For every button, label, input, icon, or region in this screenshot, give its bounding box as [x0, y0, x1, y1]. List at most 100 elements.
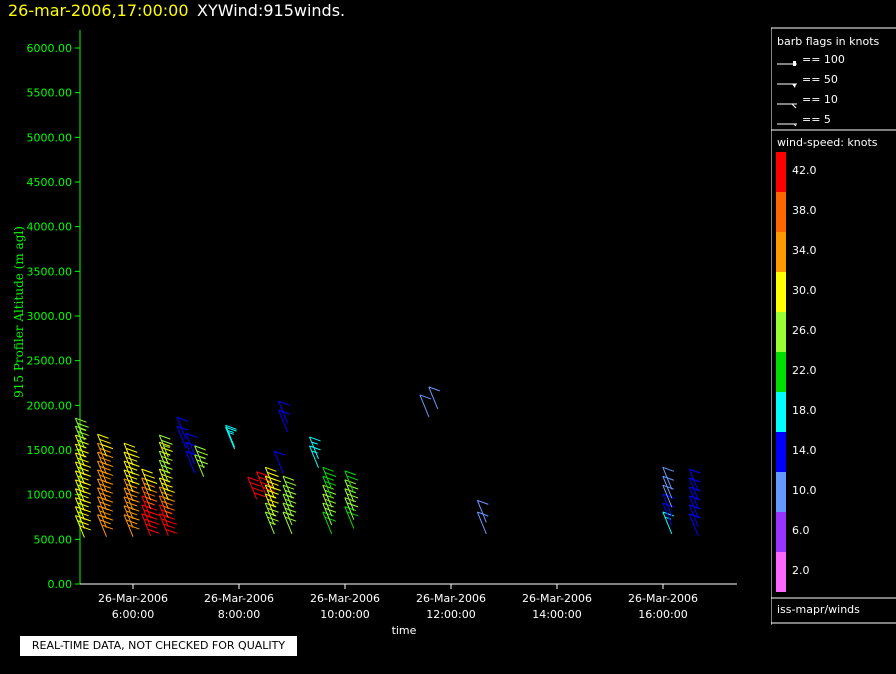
y-tick-label: 4000.00 [27, 221, 73, 234]
wind-barb [688, 477, 701, 501]
x-tick-date: 26-Mar-2006 [98, 592, 168, 605]
wind-barb [322, 475, 337, 499]
wind-barb [344, 479, 359, 503]
quality-warning: REAL-TIME DATA, NOT CHECKED FOR QUALITY [20, 636, 297, 656]
wind-chart: 0.00 500.00 1000.00 1500.00 2000.00 2500.00 30… [12, 30, 737, 637]
source-label: iss-mapr/winds [777, 603, 860, 616]
wind-barb [194, 445, 209, 469]
speed-legend-label: 10.0 [792, 484, 817, 497]
speed-legend-label: 22.0 [792, 364, 817, 377]
x-tick-date: 26-Mar-2006 [310, 592, 380, 605]
wind-barb [74, 417, 89, 441]
speed-color-bar [776, 152, 786, 592]
speed-legend-title: wind-speed: knots [777, 136, 878, 149]
wind-barb [158, 486, 175, 510]
wind-barb [97, 469, 114, 493]
y-tick-label: 5500.00 [27, 87, 73, 100]
x-tick-time: 14:00:00 [532, 608, 581, 621]
speed-color-swatch [776, 552, 786, 592]
speed-legend-label: 18.0 [792, 404, 817, 417]
speed-color-swatch [776, 192, 786, 232]
barb-legend-glyph [777, 61, 797, 66]
wind-barb [322, 511, 337, 535]
barb-legend-glyph [777, 103, 797, 109]
wind-barb [264, 493, 279, 517]
wind-barb [247, 476, 266, 500]
wind-barb [344, 506, 359, 529]
wind-barb [141, 468, 158, 492]
barb-legend-glyphs [777, 61, 797, 127]
wind-barb [74, 461, 91, 485]
y-tick-label: 4500.00 [27, 176, 73, 189]
barb-legend-item: == 5 [802, 113, 831, 126]
chart-axes: 0.00 500.00 1000.00 1500.00 2000.00 2500.00 30… [27, 30, 737, 621]
wind-barb [264, 466, 281, 490]
wind-barb [309, 436, 321, 460]
wind-barb [123, 496, 140, 519]
speed-legend-label: 30.0 [792, 284, 817, 297]
y-tick-label: 1500.00 [27, 444, 73, 457]
speed-color-swatch [776, 232, 786, 272]
speed-legend-label: 6.0 [792, 524, 810, 537]
wind-barb [688, 468, 701, 492]
speed-legend-label: 34.0 [792, 244, 817, 257]
legend-panel: barb flags in knots == 100 == 50 == 10 =… [771, 0, 896, 674]
y-tick-label: 3000.00 [27, 310, 73, 323]
wind-barb [123, 505, 140, 528]
y-tick-label: 3500.00 [27, 265, 73, 278]
wind-barb [225, 424, 237, 448]
wind-barb [176, 416, 189, 440]
barb-legend-title: barb flags in knots [777, 35, 880, 48]
speed-color-swatch [776, 312, 786, 352]
x-tick-date: 26-Mar-2006 [522, 592, 592, 605]
y-tick-label: 500.00 [34, 533, 73, 546]
speed-color-swatch [776, 432, 786, 472]
y-tick-label: 1000.00 [27, 489, 73, 502]
barb-legend-item: == 10 [802, 93, 838, 106]
y-tick-label: 0.00 [48, 578, 73, 591]
wind-barb [282, 484, 297, 508]
wind-barb [344, 470, 359, 494]
x-tick-time: 6:00:00 [112, 608, 154, 621]
wind-barb [322, 466, 337, 490]
speed-color-swatch [776, 352, 786, 392]
speed-color-swatch [776, 512, 786, 552]
barb-legend-item: == 50 [802, 73, 838, 86]
speed-legend-label: 42.0 [792, 164, 817, 177]
speed-legend-label: 2.0 [792, 564, 810, 577]
speed-color-swatch [776, 472, 786, 512]
wind-barb [158, 434, 173, 458]
wind-barb [476, 499, 489, 523]
wind-barb [97, 433, 114, 457]
wind-barb [419, 394, 432, 418]
wind-barb [194, 454, 209, 477]
speed-legend-label: 26.0 [792, 324, 817, 337]
speed-color-swatch [776, 392, 786, 432]
wind-barb [428, 386, 440, 410]
x-tick-time: 8:00:00 [218, 608, 260, 621]
x-tick-time: 10:00:00 [320, 608, 369, 621]
barb-legend-item: == 100 [802, 53, 845, 66]
x-tick-time: 16:00:00 [638, 608, 687, 621]
wind-barbs [74, 386, 701, 538]
x-tick-date: 26-Mar-2006 [628, 592, 698, 605]
wind-barb [278, 409, 290, 433]
wind-barb [74, 425, 89, 449]
wind-barb [282, 475, 297, 499]
x-tick-date: 26-Mar-2006 [416, 592, 486, 605]
y-tick-label: 5000.00 [27, 131, 73, 144]
speed-legend-label: 38.0 [792, 204, 817, 217]
x-tick-time: 12:00:00 [426, 608, 475, 621]
wind-barb [282, 502, 297, 526]
y-axis-label: 915 Profiler Altitude (m agl) [12, 226, 26, 398]
chart-title-product: XYWind:915winds. [197, 1, 346, 20]
wind-barb [264, 502, 279, 526]
speed-legend-label: 14.0 [792, 444, 817, 457]
barb-legend-glyph [777, 83, 797, 88]
speed-color-swatch [776, 152, 786, 192]
legend-frame [771, 27, 896, 625]
wind-barb [256, 471, 275, 494]
wind-barb [278, 400, 290, 424]
wind-barb [185, 432, 198, 456]
wind-barb [662, 475, 675, 499]
